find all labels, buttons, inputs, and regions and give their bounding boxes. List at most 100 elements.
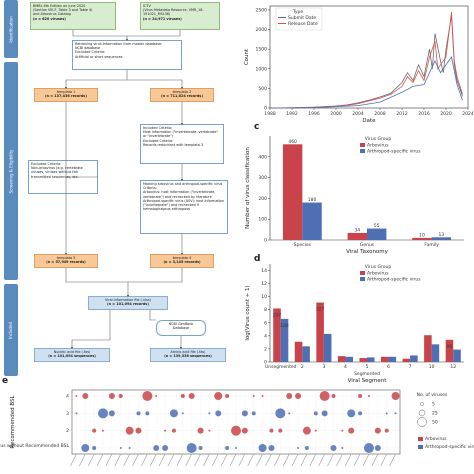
bar-2-0 xyxy=(294,341,303,362)
bubble xyxy=(235,447,237,449)
x-tick-stub xyxy=(247,453,254,467)
source-vbmg: BMBL 6th Edition on June 2020 (Section VI… xyxy=(30,2,116,30)
bar-value-label: 10 xyxy=(419,232,425,238)
x-tick-stub xyxy=(256,453,263,467)
genbank-database: NCBI GenBank Database xyxy=(156,320,206,336)
stage-included: Included xyxy=(4,284,18,376)
x-tick-stub xyxy=(70,453,77,467)
x-tick-stub xyxy=(79,453,86,467)
bubble xyxy=(278,428,283,433)
y-axis-label: Number of virus classification xyxy=(245,147,251,229)
x-tick-label: 6 xyxy=(387,364,390,370)
size-legend-label: 5 xyxy=(432,402,435,408)
x-tick-label: Genus xyxy=(360,242,375,248)
x-tick-label: 7 xyxy=(409,364,412,370)
y-tick-label: 4 xyxy=(264,333,267,339)
criteria-2: Included Criteria: Host information ("inv… xyxy=(140,124,224,164)
color-legend-swatch xyxy=(418,437,423,441)
y-tick-label: 2 xyxy=(66,428,69,434)
legend-swatch xyxy=(360,271,365,275)
x-tick-stub xyxy=(229,453,237,467)
y-tick-label: 6 xyxy=(264,320,267,326)
bubble xyxy=(374,427,381,434)
x-tick-stub xyxy=(220,453,228,467)
x-tick-stub xyxy=(371,453,379,467)
x-tick-stub xyxy=(149,453,157,467)
bubble xyxy=(181,412,184,415)
bubble xyxy=(330,445,337,451)
bubble xyxy=(214,392,223,400)
x-tick-stub xyxy=(141,453,148,467)
bubble xyxy=(186,443,197,453)
x-tick-label: 12 xyxy=(450,364,456,370)
bar-10-0 xyxy=(424,335,432,362)
bubble xyxy=(164,429,167,432)
color-legend-label: Arthropod-specific virus xyxy=(425,444,474,450)
y-tick-label: 2000 xyxy=(256,27,268,33)
bar-inner-label: 237 xyxy=(273,312,282,318)
bubble xyxy=(135,427,142,434)
bar-7-0 xyxy=(402,358,411,362)
bubble xyxy=(145,411,150,416)
bubble xyxy=(367,395,370,397)
bar-4-1 xyxy=(345,356,353,362)
bar-5-0 xyxy=(359,358,367,362)
y-tick-label: 0 xyxy=(264,106,267,112)
marking-box: Marking arbovirus and arthropod-specific… xyxy=(140,180,228,234)
bar-Family-0 xyxy=(412,237,432,240)
x-tick-stub xyxy=(96,453,104,467)
bubble xyxy=(391,392,400,400)
legend-label: Arbovirus xyxy=(367,271,389,277)
x-tick-stub xyxy=(132,453,139,467)
bubble xyxy=(92,446,97,450)
y-tick-label: 12 xyxy=(261,281,267,287)
bubble xyxy=(225,394,230,398)
x-tick-label: 5 xyxy=(366,364,369,370)
y-tick-label: 1000 xyxy=(256,66,268,72)
x-tick-stub xyxy=(185,453,192,467)
size-legend-circle xyxy=(420,402,424,406)
x-tick-stub xyxy=(336,453,343,467)
bubble xyxy=(261,395,264,397)
size-legend-circle xyxy=(417,417,427,427)
x-tick-stub xyxy=(167,453,175,467)
segment-bar-chart: 0 2 4 6 8 10 12 14 Unsegmented 2 3 4 5 6 7 10 12 Viral Se… xyxy=(245,264,464,384)
bar-Genus-1 xyxy=(367,228,387,240)
legend-swatch xyxy=(360,143,365,147)
bubble xyxy=(321,410,328,417)
bsl-bubble-chart: 4 3 2 Virus without Recommended BSLRecommen… xyxy=(0,389,474,467)
y-axis-label: log(Virus count + 1) xyxy=(245,285,251,340)
x-tick-label: 3 xyxy=(322,364,325,370)
bubble xyxy=(241,410,248,417)
bar-Unsegmented-1 xyxy=(280,318,289,362)
bubble xyxy=(314,429,317,432)
bubble xyxy=(225,446,230,450)
bubble xyxy=(75,395,78,397)
bar-3-0 xyxy=(316,302,324,362)
legend-label: Arthropod-specific virus xyxy=(367,277,421,283)
x-tick-label: 1988 xyxy=(264,111,276,117)
x-tick-label: 2004 xyxy=(352,111,364,117)
y-tick-label: 4 xyxy=(66,394,69,400)
panel-d-letter: d xyxy=(254,254,261,264)
bar-value-label: 34 xyxy=(354,227,360,233)
bubble xyxy=(241,427,248,434)
x-tick-stub xyxy=(176,453,184,467)
y-tick-label: 10 xyxy=(261,294,267,300)
x-tick-stub xyxy=(123,453,130,467)
y-tick-label: 400 xyxy=(258,154,267,160)
y-tick-label: 14 xyxy=(261,268,267,274)
bubble xyxy=(252,395,255,397)
legend-swatch xyxy=(360,277,365,281)
bubble xyxy=(374,445,381,451)
x-tick-stub xyxy=(274,453,281,467)
bubble xyxy=(341,429,344,432)
bar-inner-label: 144 xyxy=(280,323,289,329)
x-tick-stub xyxy=(105,453,113,467)
size-legend-label: 50 xyxy=(432,420,438,426)
bubble xyxy=(198,446,203,450)
bubble xyxy=(275,408,286,419)
bubble xyxy=(81,444,90,452)
taxonomy-bar-chart: 0 100 200 300 400 460 180 Species 34 55 Genus 10 13 F… xyxy=(245,136,464,255)
bubble xyxy=(171,428,176,433)
